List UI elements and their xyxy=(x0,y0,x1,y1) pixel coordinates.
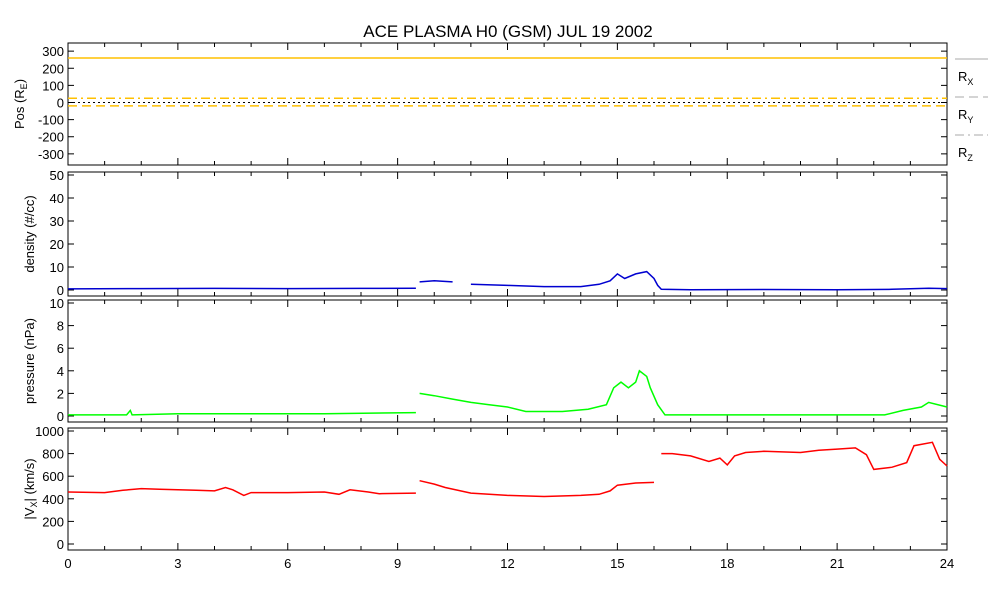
y-tick-label: 600 xyxy=(42,469,64,484)
legend-sub: Y xyxy=(967,115,973,125)
y-tick-label: 100 xyxy=(42,78,64,93)
ylabel-text: density (#/cc) xyxy=(22,195,37,272)
series-line-density xyxy=(67,287,416,290)
x-tick-label: 3 xyxy=(174,556,181,571)
y-tick-label: 0 xyxy=(57,409,64,424)
y-tick-label: 6 xyxy=(57,341,64,356)
y-tick-label: 50 xyxy=(50,168,64,183)
y-tick-label: 10 xyxy=(50,260,64,275)
y-axis-label: Pos (RE) xyxy=(12,79,29,129)
y-tick-label: 300 xyxy=(42,44,64,59)
y-tick-label: 40 xyxy=(50,191,64,206)
legend-sub: X xyxy=(967,77,973,87)
y-tick-label: 1000 xyxy=(35,424,64,439)
series-line-density xyxy=(419,280,453,283)
ylabel-text: pressure (nPa) xyxy=(22,318,37,404)
ylabel-text: |V xyxy=(22,507,37,519)
x-tick-label: 9 xyxy=(394,556,401,571)
series-line-density xyxy=(470,270,948,291)
y-axis-label: pressure (nPa) xyxy=(22,318,37,404)
legend-sub: Z xyxy=(967,153,973,163)
x-tick-label: 24 xyxy=(940,556,954,571)
y-tick-label: 200 xyxy=(42,61,64,76)
x-tick-label: 0 xyxy=(64,556,71,571)
y-axis-label: density (#/cc) xyxy=(22,195,37,272)
y-tick-label: -100 xyxy=(38,113,64,128)
y-tick-label: 0 xyxy=(57,537,64,552)
series-line-pressure xyxy=(68,408,416,416)
y-tick-label: 2 xyxy=(57,386,64,401)
y-tick-label: 30 xyxy=(50,214,64,229)
series-line-vx xyxy=(419,479,655,498)
y-tick-label: 800 xyxy=(42,447,64,462)
y-tick-label: -300 xyxy=(38,147,64,162)
series-line-vx xyxy=(661,441,948,471)
y-tick-label: 0 xyxy=(57,96,64,111)
legend-text: R xyxy=(958,107,967,122)
x-tick-label: 15 xyxy=(610,556,624,571)
chart-title: ACE PLASMA H0 (GSM) JUL 19 2002 xyxy=(363,22,652,41)
ylabel-end: ) xyxy=(12,79,27,83)
ylabel-text: Pos (R xyxy=(12,89,27,129)
panel-vx: 1000 800 600 400 200 0 |VX| (km/s) xyxy=(22,424,948,552)
panel-density: 50 40 30 20 10 0 density (#/cc) xyxy=(22,168,948,298)
ylabel-end: | (km/s) xyxy=(22,458,37,501)
x-tick-label: 6 xyxy=(284,556,291,571)
x-tick-label: 12 xyxy=(500,556,514,571)
panel-pressure: 10 8 6 4 2 0 pressure (nPa) xyxy=(22,296,948,424)
ylabel-sub: E xyxy=(19,83,29,89)
legend-label: RY xyxy=(958,107,973,125)
y-tick-label: 0 xyxy=(57,283,64,298)
legend-text: R xyxy=(958,69,967,84)
y-tick-label: 10 xyxy=(50,296,64,311)
series-line-pressure xyxy=(419,369,948,416)
y-tick-label: 200 xyxy=(42,514,64,529)
panel-frame xyxy=(67,171,948,297)
y-tick-label: 20 xyxy=(50,237,64,252)
series-line-vx xyxy=(67,486,416,497)
legend-label: RX xyxy=(958,69,973,87)
x-tick-label: 21 xyxy=(830,556,844,571)
panel-frame xyxy=(67,299,948,423)
x-tick-label: 18 xyxy=(720,556,734,571)
legend-text: R xyxy=(958,145,967,160)
legend-label: RZ xyxy=(958,145,973,163)
y-tick-label: 8 xyxy=(57,319,64,334)
y-tick-label: 400 xyxy=(42,492,64,507)
y-tick-label: -200 xyxy=(38,130,64,145)
y-tick-label: 4 xyxy=(57,364,64,379)
ylabel-sub: X xyxy=(29,502,39,508)
panel-frame xyxy=(67,427,948,551)
y-axis-label: |VX| (km/s) xyxy=(22,458,39,519)
panel-frame xyxy=(67,42,948,166)
